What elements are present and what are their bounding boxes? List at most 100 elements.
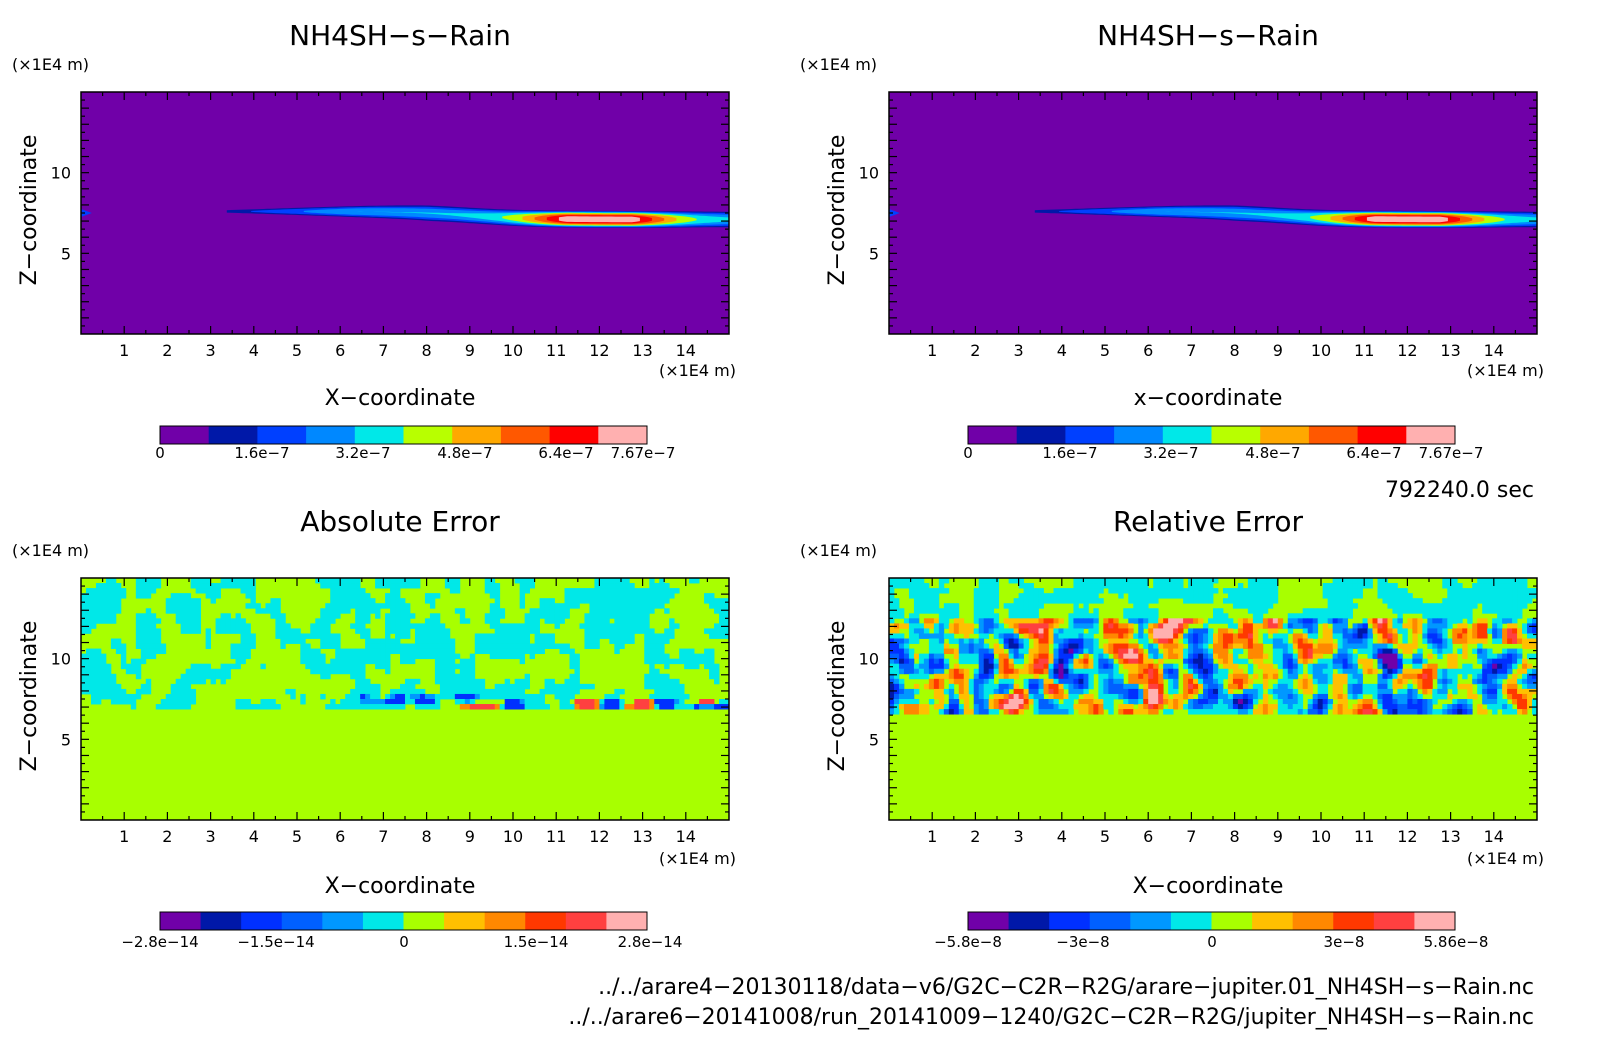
field-cell bbox=[220, 583, 226, 589]
colorbar-swatch bbox=[1211, 426, 1261, 444]
field-cell bbox=[1262, 683, 1269, 690]
field-cell bbox=[85, 683, 92, 690]
field-cell bbox=[335, 598, 341, 604]
field-cell bbox=[649, 658, 655, 665]
field-cell bbox=[1497, 653, 1503, 660]
field-cell bbox=[1128, 683, 1134, 690]
field-cell bbox=[1198, 668, 1204, 675]
field-cell bbox=[649, 663, 655, 670]
colorbar-label: 7.67e−7 bbox=[1419, 444, 1484, 462]
field-cell bbox=[1013, 643, 1019, 649]
field-cell bbox=[1193, 683, 1199, 690]
field-cell bbox=[1013, 673, 1019, 680]
field-cell bbox=[1198, 583, 1204, 589]
field-cell bbox=[1078, 688, 1084, 695]
field-cell bbox=[1068, 618, 1074, 624]
field-cell bbox=[958, 658, 965, 665]
field-cell bbox=[1173, 693, 1179, 700]
field-cell bbox=[1048, 628, 1054, 634]
colorbar-swatch bbox=[1414, 912, 1456, 930]
field-cell bbox=[95, 683, 102, 690]
field-cell bbox=[1377, 643, 1383, 649]
field-cell bbox=[1352, 663, 1358, 670]
field-cell bbox=[709, 699, 715, 705]
field-cell bbox=[1357, 678, 1363, 685]
field-cell bbox=[1517, 668, 1523, 675]
field-cell bbox=[1053, 628, 1059, 634]
field-cell bbox=[1452, 593, 1458, 599]
field-cell bbox=[1377, 683, 1383, 690]
field-cell bbox=[1257, 653, 1264, 660]
field-cell bbox=[1507, 678, 1513, 685]
field-cell bbox=[1372, 643, 1378, 649]
field-cell bbox=[1432, 668, 1438, 675]
field-cell bbox=[544, 598, 550, 604]
field-cell bbox=[913, 704, 920, 710]
field-cell bbox=[983, 673, 990, 680]
field-cell bbox=[81, 688, 87, 695]
field-cell bbox=[1367, 643, 1373, 649]
field-cell bbox=[1517, 648, 1523, 655]
field-cell bbox=[953, 704, 960, 710]
field-cell bbox=[1153, 699, 1159, 705]
field-cell bbox=[1252, 648, 1259, 655]
field-cell bbox=[200, 678, 207, 685]
field-cell bbox=[320, 638, 326, 644]
field-cell bbox=[1158, 673, 1164, 680]
field-cell bbox=[1417, 618, 1423, 624]
colorbar-swatch bbox=[241, 912, 283, 930]
field-cell bbox=[1133, 673, 1139, 680]
field-cell bbox=[649, 638, 655, 644]
field-cell bbox=[1232, 663, 1239, 670]
colorbar-frame bbox=[159, 911, 648, 931]
field-cell bbox=[1257, 704, 1264, 710]
field-cell bbox=[300, 699, 306, 705]
field-cell bbox=[1417, 648, 1423, 655]
field-cell bbox=[1073, 673, 1079, 680]
field-cell bbox=[1013, 603, 1019, 609]
field-cell bbox=[1272, 593, 1279, 599]
field-cell bbox=[1517, 613, 1523, 619]
field-cell bbox=[1148, 673, 1154, 680]
field-cell bbox=[998, 673, 1005, 680]
x-axis-unit: (×1E4 m) bbox=[659, 361, 736, 380]
field-cell bbox=[654, 603, 660, 609]
field-cell bbox=[968, 653, 975, 660]
field-cell bbox=[1088, 658, 1094, 665]
field-cell bbox=[140, 643, 147, 649]
field-cell bbox=[1382, 658, 1388, 665]
field-cell bbox=[958, 653, 965, 660]
field-cell bbox=[1048, 593, 1054, 599]
field-cell bbox=[1462, 598, 1468, 604]
field-cell bbox=[958, 668, 965, 675]
field-cell bbox=[489, 693, 496, 700]
field-cell bbox=[624, 578, 630, 584]
field-cell bbox=[479, 633, 486, 639]
field-cell bbox=[1033, 633, 1039, 639]
field-cell bbox=[1208, 583, 1214, 589]
field-cell bbox=[1317, 683, 1324, 690]
field-cell bbox=[639, 613, 645, 619]
field-cell bbox=[400, 643, 406, 649]
field-cell bbox=[1208, 688, 1214, 695]
field-cell bbox=[489, 653, 496, 660]
field-cell bbox=[1472, 638, 1478, 644]
field-cell bbox=[953, 603, 960, 609]
field-cell bbox=[1148, 613, 1154, 619]
field-cell bbox=[1257, 583, 1264, 589]
field-cell bbox=[1352, 603, 1358, 609]
field-cell bbox=[1407, 673, 1413, 680]
field-cell bbox=[205, 633, 211, 639]
field-cell bbox=[1492, 623, 1498, 629]
field-cell bbox=[235, 623, 241, 629]
field-cell bbox=[385, 648, 391, 655]
field-cell bbox=[1138, 633, 1144, 639]
field-cell bbox=[1108, 688, 1114, 695]
field-cell bbox=[1088, 633, 1094, 639]
x-axis-unit: (×1E4 m) bbox=[659, 849, 736, 868]
field-cell bbox=[674, 588, 680, 594]
field-cell bbox=[998, 628, 1005, 634]
field-cell bbox=[1108, 633, 1114, 639]
field-cell bbox=[988, 628, 995, 634]
field-cell bbox=[1292, 663, 1299, 670]
